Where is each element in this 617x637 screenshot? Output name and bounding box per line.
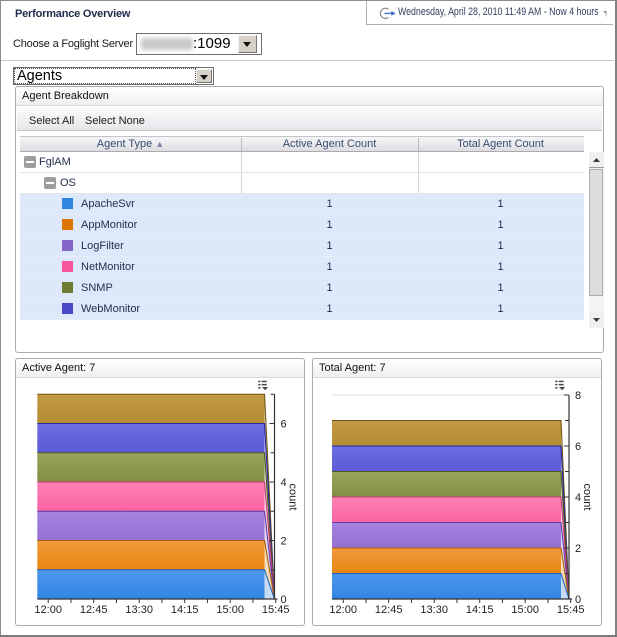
svg-text:0: 0 bbox=[281, 594, 287, 606]
svg-text:14:15: 14:15 bbox=[171, 604, 199, 616]
svg-text:count: count bbox=[581, 484, 593, 511]
svg-text:15:45: 15:45 bbox=[557, 604, 585, 616]
svg-text:8: 8 bbox=[575, 390, 581, 402]
svg-text:2: 2 bbox=[281, 536, 287, 548]
svg-text:12:00: 12:00 bbox=[34, 604, 62, 616]
svg-text:4: 4 bbox=[281, 477, 287, 489]
svg-text:2: 2 bbox=[575, 543, 581, 555]
svg-text:4: 4 bbox=[575, 492, 581, 504]
svg-text:12:45: 12:45 bbox=[80, 604, 108, 616]
svg-text:15:00: 15:00 bbox=[216, 604, 244, 616]
svg-text:13:30: 13:30 bbox=[420, 604, 448, 616]
svg-text:14:15: 14:15 bbox=[466, 604, 494, 616]
svg-text:6: 6 bbox=[575, 441, 581, 453]
svg-text:15:00: 15:00 bbox=[511, 604, 539, 616]
svg-text:15:45: 15:45 bbox=[262, 604, 290, 616]
svg-text:12:00: 12:00 bbox=[329, 604, 357, 616]
svg-text:count: count bbox=[287, 484, 299, 511]
svg-text:6: 6 bbox=[281, 419, 287, 431]
svg-text:13:30: 13:30 bbox=[125, 604, 153, 616]
svg-text:0: 0 bbox=[575, 594, 581, 606]
svg-text:12:45: 12:45 bbox=[375, 604, 403, 616]
